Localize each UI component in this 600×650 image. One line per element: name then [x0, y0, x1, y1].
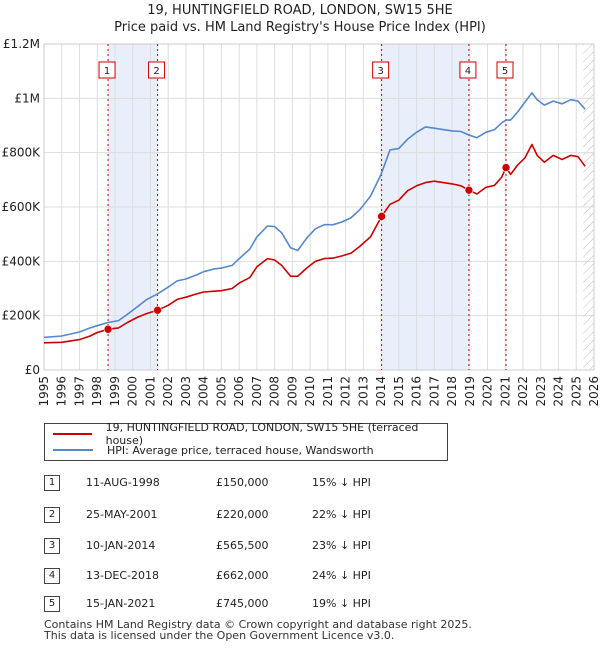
- plot-border: [43, 43, 595, 371]
- x-tick-label: 2008: [268, 376, 282, 407]
- y-tick-label: £1M: [14, 91, 40, 105]
- x-tick-label: 1997: [72, 376, 86, 407]
- sale-row: 4 13-DEC-2018 £662,000 24% ↓ HPI: [40, 568, 560, 586]
- legend-label-hpi: HPI: Average price, terraced house, Wand…: [107, 443, 374, 457]
- sale-point: [464, 185, 474, 195]
- sale-point: [103, 324, 113, 334]
- sale-price: £662,000: [216, 569, 269, 582]
- x-tick-label: 1995: [37, 376, 51, 407]
- sale-date: 11-AUG-1998: [86, 476, 160, 489]
- sale-marker-label: 5: [502, 66, 508, 77]
- sale-date: 25-MAY-2001: [86, 508, 158, 521]
- sale-marker-label: 1: [104, 66, 110, 77]
- legend-line-hpi: [53, 449, 93, 451]
- x-tick-label: 2026: [587, 376, 600, 407]
- sale-hpi-diff: 23% ↓ HPI: [312, 539, 371, 552]
- y-tick-label: £600K: [2, 200, 42, 214]
- x-tick-label: 2013: [356, 376, 370, 407]
- sale-marker-label: 3: [377, 66, 383, 77]
- x-tick-label: 1998: [90, 376, 104, 407]
- sale-marker-number: 2: [44, 507, 60, 523]
- chart-subtitle: Price paid vs. HM Land Registry's House …: [114, 20, 486, 35]
- x-tick-label: 2023: [534, 376, 548, 407]
- sale-hpi-diff: 19% ↓ HPI: [312, 597, 371, 610]
- x-tick-label: 2005: [214, 376, 228, 407]
- sale-date: 10-JAN-2014: [86, 539, 156, 552]
- x-tick-label: 2018: [445, 376, 459, 407]
- x-tick-label: 2011: [321, 376, 335, 407]
- sale-row: 1 11-AUG-1998 £150,000 15% ↓ HPI: [40, 475, 560, 493]
- sale-point: [377, 212, 386, 221]
- y-tick-label: £400K: [2, 254, 42, 268]
- footer-licence: This data is licensed under the Open Gov…: [44, 629, 395, 642]
- y-tick-label: £0: [25, 363, 40, 377]
- legend-item-hpi: HPI: Average price, terraced house, Wand…: [53, 442, 374, 458]
- sale-price: £220,000: [216, 508, 269, 521]
- sale-price: £565,500: [216, 539, 269, 552]
- sale-point: [501, 163, 511, 172]
- x-tick-label: 2014: [374, 376, 388, 407]
- x-tick-label: 2000: [126, 376, 140, 407]
- x-tick-label: 2003: [179, 376, 193, 407]
- x-tick-label: 2010: [303, 376, 317, 407]
- sale-price: £745,000: [216, 597, 269, 610]
- x-tick-label: 2020: [481, 376, 495, 407]
- x-tick-label: 2009: [285, 376, 299, 407]
- x-tick-label: 2004: [197, 376, 211, 407]
- x-tick-label: 2001: [143, 376, 157, 407]
- sale-price: £150,000: [216, 476, 269, 489]
- sale-marker-box: [98, 61, 116, 79]
- x-tick-label: 2022: [516, 376, 530, 407]
- legend-line-property: [53, 433, 92, 435]
- sale-date: 15-JAN-2021: [86, 597, 156, 610]
- sale-hpi-diff: 15% ↓ HPI: [312, 476, 371, 489]
- footer-notice: Contains HM Land Registry data © Crown c…: [44, 619, 472, 641]
- y-tick-label: £200K: [2, 309, 42, 323]
- legend-item-property: 19, HUNTINGFIELD ROAD, LONDON, SW15 5HE …: [53, 421, 447, 447]
- footer-copyright: Contains HM Land Registry data © Crown c…: [44, 618, 472, 631]
- sale-hpi-diff: 24% ↓ HPI: [312, 569, 371, 582]
- chart-title: 19, HUNTINGFIELD ROAD, LONDON, SW15 5HE: [147, 3, 453, 18]
- price-chart: 19, HUNTINGFIELD ROAD, LONDON, SW15 5HE …: [2, 3, 600, 407]
- x-tick-label: 2024: [552, 376, 566, 407]
- sale-point: [153, 305, 162, 315]
- sale-hpi-diff: 22% ↓ HPI: [312, 508, 371, 521]
- sale-marker-number: 5: [44, 596, 60, 612]
- x-tick-label: 2002: [161, 376, 175, 407]
- x-tick-label: 1996: [55, 376, 69, 407]
- sale-row: 3 10-JAN-2014 £565,500 23% ↓ HPI: [40, 538, 560, 556]
- legend-label-property: 19, HUNTINGFIELD ROAD, LONDON, SW15 5HE …: [105, 421, 419, 447]
- x-tick-label: 2012: [339, 376, 353, 407]
- x-tick-label: 2025: [569, 376, 583, 407]
- sale-row: 5 15-JAN-2021 £745,000 19% ↓ HPI: [40, 596, 560, 614]
- sale-marker-number: 1: [44, 475, 60, 491]
- sale-date: 13-DEC-2018: [86, 569, 160, 582]
- y-tick-label: £1.2M: [3, 37, 40, 51]
- x-tick-label: 1999: [108, 376, 122, 407]
- x-tick-label: 2019: [463, 376, 477, 407]
- x-tick-label: 2007: [250, 376, 264, 407]
- x-tick-label: 2016: [410, 376, 424, 407]
- x-tick-label: 2021: [498, 376, 512, 407]
- chart-legend: 19, HUNTINGFIELD ROAD, LONDON, SW15 5HE …: [44, 421, 448, 461]
- x-tick-label: 2017: [427, 376, 441, 407]
- sale-marker-box: [496, 61, 514, 79]
- sale-marker-number: 3: [44, 538, 60, 554]
- sale-marker-box: [148, 61, 166, 79]
- y-tick-label: £800K: [2, 146, 42, 160]
- sale-marker-label: 4: [465, 66, 471, 77]
- sale-row: 2 25-MAY-2001 £220,000 22% ↓ HPI: [40, 507, 560, 525]
- hpi-line: [43, 92, 586, 339]
- x-tick-label: 2015: [392, 376, 406, 407]
- sale-marker-number: 4: [44, 568, 60, 584]
- sale-marker-box: [372, 61, 390, 79]
- x-tick-label: 2006: [232, 376, 246, 407]
- sale-marker-box: [459, 61, 477, 79]
- sale-marker-label: 2: [153, 66, 159, 77]
